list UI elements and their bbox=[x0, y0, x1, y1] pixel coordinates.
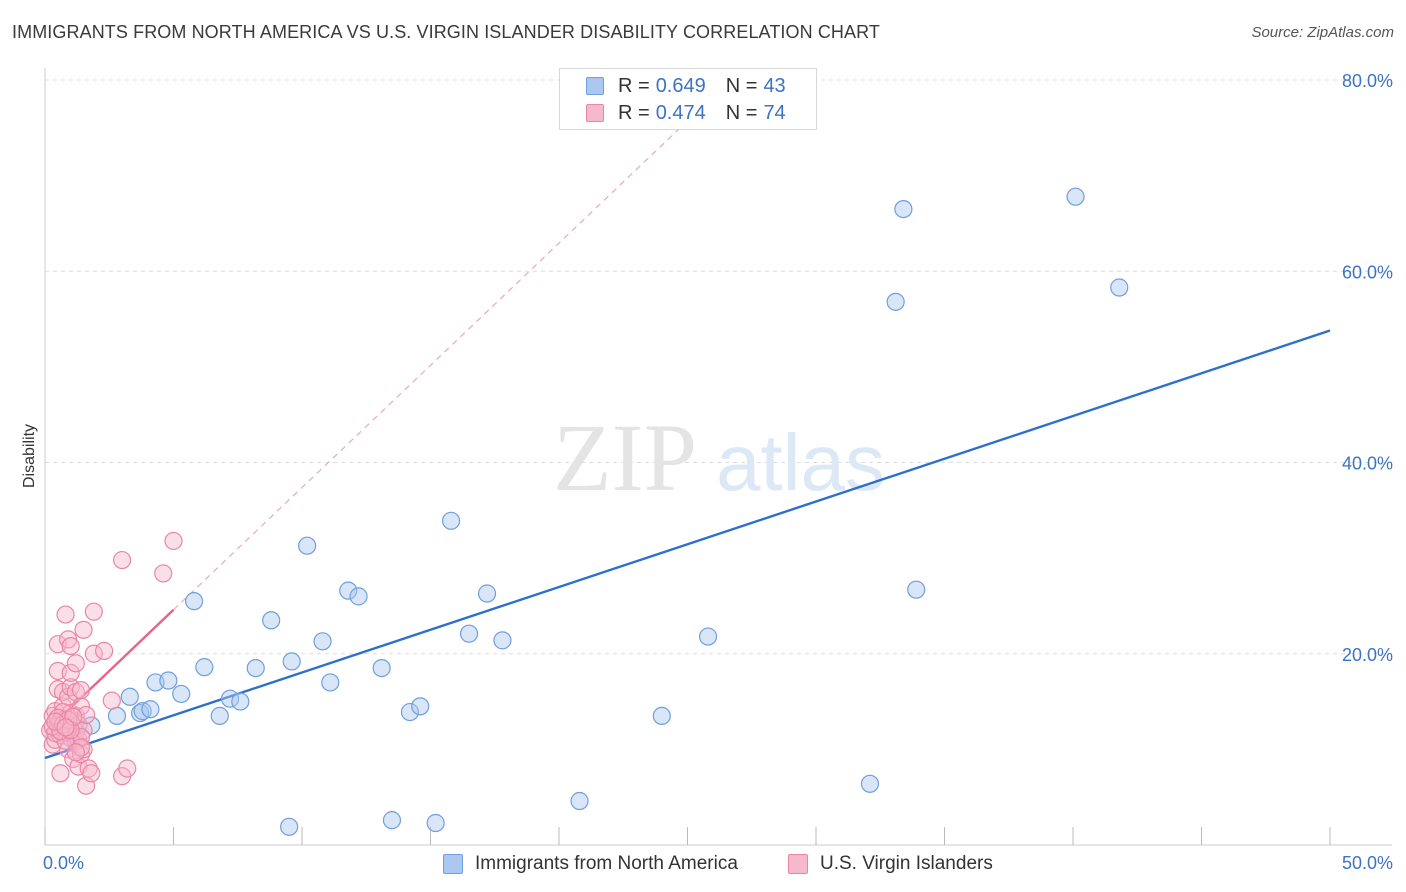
legend-n-value: 74 bbox=[763, 101, 786, 124]
legend-r-value: 0.474 bbox=[655, 101, 706, 124]
point-immigrants bbox=[894, 199, 913, 219]
point-immigrants bbox=[298, 536, 317, 555]
point-immigrants bbox=[120, 687, 139, 706]
stats-legend: R = 0.649 N = 43 R = 0.474 N = 74 bbox=[559, 68, 817, 130]
y-tick-label: 80.0% bbox=[1342, 71, 1393, 91]
data-points bbox=[41, 187, 1129, 836]
point-immigrants bbox=[262, 611, 281, 630]
grid-lines bbox=[45, 79, 1392, 655]
tick-labels: 20.0% 40.0% 60.0% 80.0% 0.0% 50.0% bbox=[43, 71, 1393, 873]
point-virgin-islanders bbox=[61, 721, 80, 740]
point-virgin-islanders bbox=[95, 641, 114, 660]
legend-r-label: R = bbox=[618, 101, 650, 124]
watermark: ZIP atlas bbox=[553, 404, 885, 511]
point-immigrants bbox=[349, 587, 368, 606]
point-immigrants bbox=[220, 689, 240, 708]
point-immigrants bbox=[195, 658, 214, 677]
x-tick-label: 0.0% bbox=[43, 853, 84, 873]
point-virgin-islanders bbox=[79, 759, 98, 778]
legend-n-value: 43 bbox=[763, 74, 786, 97]
y-axis-label: Disability bbox=[21, 424, 38, 488]
point-immigrants bbox=[886, 292, 905, 311]
watermark-atlas: atlas bbox=[716, 418, 885, 507]
point-virgin-islanders bbox=[102, 691, 121, 710]
legend-n-label: N = bbox=[725, 74, 758, 97]
point-virgin-islanders bbox=[74, 620, 93, 639]
point-immigrants bbox=[107, 706, 127, 726]
point-immigrants bbox=[313, 632, 332, 651]
legend-item-immigrants: Immigrants from North America bbox=[443, 851, 738, 877]
point-immigrants bbox=[1066, 187, 1085, 206]
point-immigrants bbox=[907, 580, 926, 599]
trend-line-immigrants bbox=[44, 329, 1331, 760]
axes bbox=[44, 68, 1392, 846]
point-virgin-islanders bbox=[84, 602, 103, 621]
point-virgin-islanders bbox=[82, 764, 101, 783]
point-immigrants bbox=[426, 813, 445, 833]
point-immigrants bbox=[231, 692, 250, 711]
point-virgin-islanders bbox=[56, 605, 75, 624]
trend-extension-virgin-islanders bbox=[173, 108, 701, 611]
legend-swatch-blue bbox=[586, 77, 604, 95]
point-immigrants bbox=[652, 706, 671, 726]
point-immigrants bbox=[441, 511, 461, 530]
source-label: Source: ZipAtlas.com bbox=[1251, 24, 1394, 41]
point-immigrants bbox=[860, 774, 880, 793]
point-immigrants bbox=[282, 652, 301, 671]
legend-label: Immigrants from North America bbox=[475, 853, 738, 874]
legend-n-label: N = bbox=[725, 101, 758, 124]
watermark-zip: ZIP bbox=[553, 404, 697, 511]
point-virgin-islanders bbox=[51, 764, 70, 783]
point-virgin-islanders bbox=[61, 663, 80, 682]
point-immigrants bbox=[130, 703, 150, 723]
point-immigrants bbox=[159, 671, 178, 690]
point-immigrants bbox=[280, 817, 299, 836]
point-immigrants bbox=[246, 658, 265, 678]
point-virgin-islanders bbox=[61, 636, 80, 656]
y-tick-label: 20.0% bbox=[1342, 645, 1393, 665]
x-tick-label: 50.0% bbox=[1342, 853, 1393, 873]
point-immigrants bbox=[493, 631, 512, 650]
point-immigrants bbox=[570, 791, 589, 811]
point-immigrants bbox=[184, 592, 204, 611]
point-immigrants bbox=[411, 697, 430, 716]
point-immigrants bbox=[698, 627, 718, 646]
legend-item-virgin-islanders: U.S. Virgin Islanders bbox=[788, 851, 993, 877]
point-virgin-islanders bbox=[154, 564, 173, 583]
legend-row-pink: R = 0.474 N = 74 bbox=[586, 100, 786, 126]
point-immigrants bbox=[172, 684, 191, 704]
point-immigrants bbox=[400, 702, 420, 722]
point-immigrants bbox=[382, 811, 402, 830]
point-virgin-islanders bbox=[56, 718, 75, 737]
legend-swatch-pink bbox=[586, 104, 604, 122]
legend-swatch-pink bbox=[788, 854, 808, 874]
point-virgin-islanders bbox=[118, 759, 137, 778]
chart-title: IMMIGRANTS FROM NORTH AMERICA VS U.S. VI… bbox=[12, 22, 880, 42]
point-virgin-islanders bbox=[164, 531, 183, 551]
legend-r-label: R = bbox=[618, 74, 650, 97]
point-immigrants bbox=[372, 658, 391, 678]
point-immigrants bbox=[141, 700, 160, 719]
legend-label: U.S. Virgin Islanders bbox=[820, 853, 993, 874]
y-tick-label: 60.0% bbox=[1342, 262, 1393, 282]
legend-row-blue: R = 0.649 N = 43 bbox=[586, 73, 786, 99]
point-immigrants bbox=[210, 706, 229, 726]
point-virgin-islanders bbox=[84, 644, 103, 663]
legend-r-value: 0.649 bbox=[655, 74, 706, 97]
point-immigrants bbox=[459, 624, 479, 643]
point-immigrants bbox=[477, 584, 497, 603]
point-virgin-islanders bbox=[66, 654, 85, 673]
point-virgin-islanders bbox=[66, 743, 85, 762]
point-immigrants bbox=[1110, 278, 1129, 297]
y-tick-label: 40.0% bbox=[1342, 454, 1393, 474]
point-virgin-islanders bbox=[71, 680, 91, 700]
point-virgin-islanders bbox=[46, 712, 65, 731]
legend-swatch-blue bbox=[443, 854, 463, 874]
point-immigrants bbox=[339, 581, 358, 600]
point-virgin-islanders bbox=[112, 550, 132, 570]
point-immigrants bbox=[321, 673, 340, 692]
